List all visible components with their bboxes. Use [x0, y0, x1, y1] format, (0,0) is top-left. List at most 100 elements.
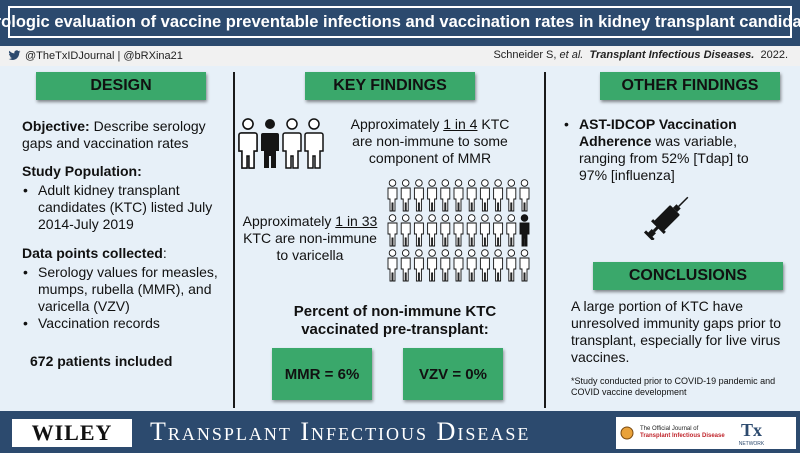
people-group-1-in-4 [238, 118, 324, 169]
other-finding: AST-IDCOP Vaccination Adherence was vari… [563, 116, 773, 184]
person-icon [261, 119, 279, 168]
vzv-finding: Approximately 1 in 33 KTC are non-immune… [240, 213, 380, 264]
person-icon [519, 249, 530, 282]
meta-bar: @TheTxIDJournal | @bRXina21 Schneider S,… [0, 46, 800, 66]
patients-count: 672 patients included [30, 353, 173, 369]
partner-logos: The Official Journal of Transplant Infec… [616, 417, 796, 449]
mmr-finding: Approximately 1 in 4 KTC are non-immune … [340, 116, 520, 167]
citation-etal: et al. [559, 49, 584, 61]
title-bar: Serologic evaluation of vaccine preventa… [0, 0, 800, 46]
person-icon [453, 179, 464, 212]
social-text: @TheTxIDJournal | @bRXina21 [25, 49, 183, 62]
adherence-text: was variable, ranging from 52% [Tdap] to… [579, 133, 749, 183]
person-icon [479, 249, 490, 282]
citation-year: 2022. [760, 49, 788, 61]
page-title: Serologic evaluation of vaccine preventa… [0, 6, 800, 38]
other-findings-heading: OTHER FINDINGS [600, 72, 780, 100]
mmr-post: KTC are non-immune to some component of … [352, 116, 510, 166]
list-item: Serology values for measles, mumps, rube… [22, 264, 227, 315]
tx-network-text: NETWORK [738, 440, 765, 447]
datapoints-label: Data points collected [22, 245, 163, 261]
person-icon [304, 118, 324, 169]
person-icon [427, 179, 438, 212]
citation-authors: Schneider S, [493, 49, 557, 61]
datapoints-colon: : [162, 245, 167, 261]
design-population: Study Population: Adult kidney transplan… [22, 163, 227, 233]
social-handles: @TheTxIDJournal | @bRXina21 [8, 49, 183, 62]
vzv-ratio: 1 in 33 [335, 213, 378, 229]
conclusions-text: A large portion of KTC have unresolved i… [571, 298, 782, 365]
vzv-pre: Approximately [242, 213, 336, 229]
twitter-icon [8, 50, 21, 60]
person-icon [453, 249, 464, 282]
mmr-stat-box: MMR = 6% [272, 348, 372, 400]
person-icon [506, 179, 517, 212]
wiley-logo: WILEY [12, 419, 132, 447]
journal-name: Transplant Infectious Disease [150, 417, 531, 446]
design-objective: Objective: Describe serology gaps and va… [22, 118, 222, 152]
conclusions-heading: CONCLUSIONS [593, 262, 783, 290]
tx-logo-text: Tx [740, 419, 762, 440]
official-name: Transplant Infectious Disease [640, 433, 725, 439]
vzv-post: KTC are non-immune to varicella [243, 230, 377, 263]
official-label: The Official Journal of [640, 426, 699, 432]
person-icon [440, 214, 451, 247]
person-icon [400, 179, 411, 212]
person-icon [506, 249, 517, 282]
citation: Schneider S, et al. Transplant Infectiou… [493, 49, 788, 61]
syringe-icon [643, 196, 689, 240]
person-icon [440, 249, 451, 282]
vzv-stat-box: VZV = 0% [403, 348, 503, 400]
person-icon [493, 179, 504, 212]
person-icon [440, 179, 451, 212]
person-icon [519, 179, 530, 212]
person-icon [427, 214, 438, 247]
other-list: AST-IDCOP Vaccination Adherence was vari… [563, 116, 773, 184]
official-journal-text: The Official Journal of Transplant Infec… [640, 426, 725, 440]
mmr-pre: Approximately [350, 116, 444, 132]
person-icon [493, 214, 504, 247]
population-label: Study Population: [22, 163, 142, 179]
objective-text: Describe serology gaps and vaccination r… [22, 118, 206, 151]
person-icon [282, 118, 302, 169]
column-divider-right [544, 72, 546, 408]
society-seal-icon [620, 426, 634, 440]
person-icon [413, 179, 424, 212]
people-group-1-in-33 [387, 179, 530, 282]
adherence-label: AST-IDCOP Vaccination Adherence [579, 116, 737, 149]
mmr-ratio: 1 in 4 [443, 116, 478, 132]
person-icon [387, 179, 398, 212]
person-icon [479, 214, 490, 247]
population-list: Adult kidney transplant candidates (KTC)… [22, 182, 227, 233]
person-icon [387, 214, 398, 247]
person-icon [453, 214, 464, 247]
person-icon [400, 249, 411, 282]
person-icon [479, 179, 490, 212]
datapoints-list: Serology values for measles, mumps, rube… [22, 264, 227, 332]
person-icon [413, 214, 424, 247]
citation-journal: Transplant Infectious Diseases. [589, 49, 755, 61]
person-icon [493, 249, 504, 282]
person-icon [427, 249, 438, 282]
person-icon [506, 214, 517, 247]
footnote: *Study conducted prior to COVID-19 pande… [571, 376, 776, 397]
person-icon [238, 118, 258, 169]
person-icon [413, 249, 424, 282]
column-divider-left [233, 72, 235, 408]
footer: WILEY Transplant Infectious Disease The … [0, 411, 800, 453]
person-icon [466, 214, 477, 247]
person-icon [466, 179, 477, 212]
design-datapoints: Data points collected: Serology values f… [22, 245, 227, 332]
list-item: Vaccination records [22, 315, 227, 332]
tx-network-logo: Tx NETWORK [739, 420, 765, 447]
design-heading: DESIGN [36, 72, 206, 100]
person-icon [387, 249, 398, 282]
list-item: AST-IDCOP Vaccination Adherence was vari… [563, 116, 773, 184]
person-icon [400, 214, 411, 247]
list-item: Adult kidney transplant candidates (KTC)… [22, 182, 227, 233]
percent-title: Percent of non-immune KTC vaccinated pre… [293, 303, 497, 338]
key-findings-heading: KEY FINDINGS [305, 72, 475, 100]
objective-label: Objective: [22, 118, 90, 134]
person-icon [466, 249, 477, 282]
person-icon [519, 214, 530, 247]
